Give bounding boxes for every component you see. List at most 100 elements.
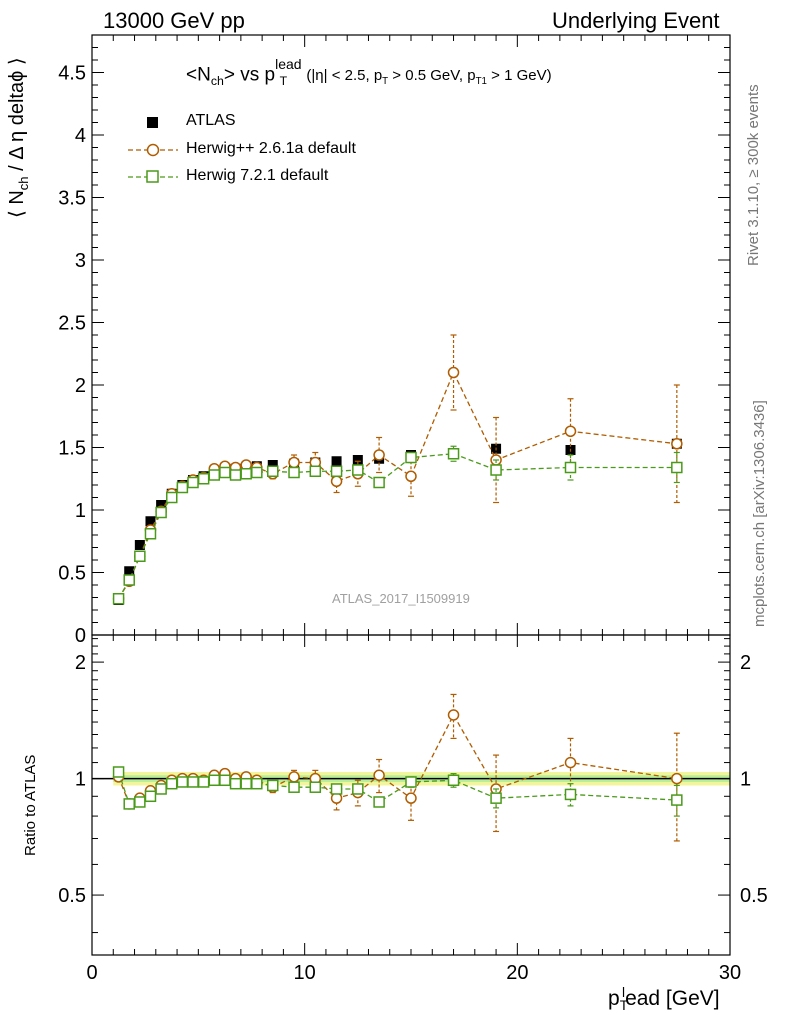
- y-tick-label: 3.5: [58, 188, 86, 210]
- legend-marker-herwig7: [146, 170, 159, 183]
- herwig7-upper-point: [330, 465, 343, 477]
- herwigpp-ratio-point: [564, 756, 577, 769]
- upper-panel-frame: [91, 34, 731, 636]
- herwig7-ratio-point: [309, 781, 322, 793]
- y-tick-label: 1.5: [58, 438, 86, 460]
- herwig7-ratio-point: [352, 783, 364, 795]
- herwig7-upper-point: [144, 528, 157, 540]
- legend-label-atlas: ATLAS: [186, 112, 236, 129]
- herwig7-ratio-point: [208, 774, 221, 787]
- herwig7-ratio-point: [112, 766, 125, 778]
- plot-title: <Nch> vs pleadT (|η| < 2.5, pT > 0.5 GeV…: [186, 56, 552, 89]
- legend-label-herwig7: Herwig 7.2.1 default: [186, 167, 329, 184]
- herwig7-upper-point: [219, 466, 231, 479]
- legend-marker-atlas: [147, 117, 158, 128]
- herwig7-upper-point: [155, 506, 167, 519]
- atlas-data-point: [352, 455, 363, 465]
- ratio-y-tick-label-left: 1: [75, 769, 86, 791]
- herwig7-upper-point: [405, 451, 417, 464]
- herwig7-upper-point: [166, 491, 178, 504]
- herwig7-upper-point: [187, 476, 199, 489]
- herwig7-upper-point: [208, 469, 221, 481]
- herwig7-upper-point: [671, 461, 683, 474]
- x-tick-label: 20: [506, 962, 528, 984]
- herwigpp-upper-point: [564, 425, 577, 437]
- y-tick-label: 2: [75, 375, 86, 397]
- herwig7-upper-point: [309, 465, 322, 477]
- herwig7-upper-point: [112, 593, 125, 605]
- herwig7-upper-point: [373, 476, 385, 489]
- herwig7-upper-point: [229, 469, 242, 481]
- herwig7-ratio-point: [134, 796, 146, 808]
- herwig7-upper-point: [490, 464, 502, 476]
- herwigpp-upper-line: [118, 370, 677, 600]
- ratio-y-tick-label-right: 1: [740, 769, 751, 791]
- y-tick-label: 0: [75, 625, 86, 647]
- ratio-y-tick-label-right: 0.5: [740, 885, 768, 907]
- ratio-y-tick-label-left: 0.5: [58, 885, 86, 907]
- x-axis-title: pTlead [GeV]: [608, 985, 720, 1014]
- herwig7-ratio-point: [564, 788, 577, 801]
- herwig7-ratio-point: [405, 776, 417, 788]
- x-tick-label: 30: [719, 962, 741, 984]
- herwig7-upper-point: [267, 465, 279, 477]
- atlas-data-point: [145, 516, 156, 527]
- herwig7-ratio-point: [197, 776, 210, 788]
- herwig7-upper-point: [564, 461, 577, 474]
- herwigpp-upper-point: [330, 475, 343, 487]
- ratio-y-tick-label-left: 2: [75, 652, 86, 674]
- atlas-data-point: [134, 540, 145, 550]
- herwig7-ratio-point: [373, 796, 385, 808]
- herwig7-ratio-point: [166, 777, 178, 790]
- herwig7-ratio-point: [144, 790, 157, 803]
- herwig7-upper-point: [240, 468, 252, 480]
- header-left: 13000 GeV pp: [103, 8, 245, 33]
- y-tick-label: 1: [75, 500, 86, 522]
- analysis-watermark: ATLAS_2017_I1509919: [332, 591, 470, 606]
- herwigpp-ratio-point: [288, 771, 300, 783]
- herwig7-upper-point: [288, 466, 300, 479]
- herwig7-upper-point: [352, 464, 364, 476]
- y-tick-label: 4: [75, 125, 86, 147]
- x-tick-label: 0: [86, 962, 97, 984]
- herwigpp-upper-point: [671, 438, 683, 450]
- herwig7-ratio-point: [229, 777, 242, 790]
- herwigpp-ratio-point: [447, 709, 460, 721]
- herwigpp-ratio-point: [405, 792, 417, 804]
- herwig7-ratio-point: [288, 781, 300, 793]
- herwig7-upper-point: [447, 448, 460, 460]
- herwigpp-upper-point: [405, 470, 417, 482]
- atlas-data-point: [267, 460, 278, 470]
- herwig7-upper-point: [123, 574, 135, 586]
- herwig7-upper-point: [176, 481, 189, 494]
- herwig7-ratio-point: [240, 777, 252, 790]
- herwig7-upper-point: [251, 466, 263, 479]
- herwig7-ratio-point: [251, 777, 263, 790]
- ratio-y-tick-label-right: 2: [740, 652, 751, 674]
- herwigpp-ratio-point: [373, 769, 385, 782]
- legend-marker-herwigpp: [146, 143, 160, 157]
- y-tick-label: 4.5: [58, 63, 86, 85]
- atlas-data-point: [124, 566, 135, 577]
- herwigpp-upper-point: [447, 366, 460, 379]
- herwig7-ratio-point: [219, 774, 231, 787]
- herwig7-upper-point: [197, 473, 210, 485]
- herwig7-ratio-point: [176, 776, 189, 788]
- y-tick-label: 3: [75, 250, 86, 272]
- herwigpp-upper-point: [288, 456, 300, 469]
- herwig7-ratio-point: [267, 779, 279, 792]
- y-tick-label: 2.5: [58, 313, 86, 335]
- herwig7-ratio-point: [490, 792, 502, 804]
- atlas-data-point: [331, 456, 342, 467]
- herwigpp-ratio-point: [671, 772, 683, 785]
- y-tick-label: 0.5: [58, 563, 86, 585]
- legend-label-herwigpp: Herwig++ 2.6.1a default: [186, 140, 356, 157]
- header-right: Underlying Event: [552, 8, 720, 33]
- herwig7-upper-point: [134, 550, 146, 562]
- herwigpp-upper-point: [373, 449, 385, 461]
- herwig7-ratio-point: [330, 783, 343, 795]
- herwig7-ratio-point: [671, 794, 683, 806]
- herwig7-ratio-point: [187, 776, 199, 788]
- x-tick-label: 10: [294, 962, 316, 984]
